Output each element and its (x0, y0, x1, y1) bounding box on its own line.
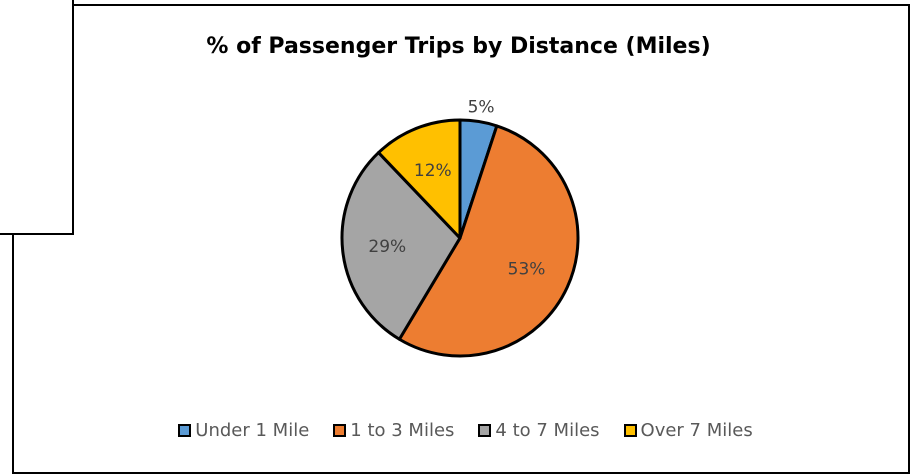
legend-swatch (478, 424, 492, 437)
pie-slice-over-7-miles (377, 118, 462, 240)
legend-label: Under 1 Mile (195, 420, 310, 441)
chart-legend: Under 1 Mile 1 to 3 Miles 4 to 7 Miles O… (0, 420, 911, 441)
legend-swatch (178, 424, 192, 437)
legend-label: 4 to 7 Miles (495, 420, 600, 441)
pie-slice-4-to-7-miles (340, 151, 462, 341)
overlapping-panel (0, 0, 74, 235)
data-label-4-to-7-miles: 29% (368, 237, 406, 257)
legend-item-1-to-3-miles: 1 to 3 Miles (333, 420, 454, 441)
legend-item-under-1-mile: Under 1 Mile (178, 420, 309, 441)
legend-label: 1 to 3 Miles (350, 420, 455, 441)
legend-label: Over 7 Miles (640, 420, 753, 441)
legend-item-over-7-miles: Over 7 Miles (623, 420, 753, 441)
legend-swatch (333, 424, 347, 437)
chart-title: % of Passenger Trips by Distance (Miles) (206, 34, 711, 59)
legend-swatch (623, 424, 637, 437)
pie-slice-1-to-3-miles (397, 124, 580, 358)
pie-chart: 5% 53% 29% 12% (340, 97, 580, 358)
data-label-over-7-miles: 12% (414, 161, 452, 181)
data-label-under-1-mile: 5% (468, 97, 495, 117)
legend-item-4-to-7-miles: 4 to 7 Miles (478, 420, 600, 441)
data-label-1-to-3-miles: 53% (508, 259, 546, 279)
